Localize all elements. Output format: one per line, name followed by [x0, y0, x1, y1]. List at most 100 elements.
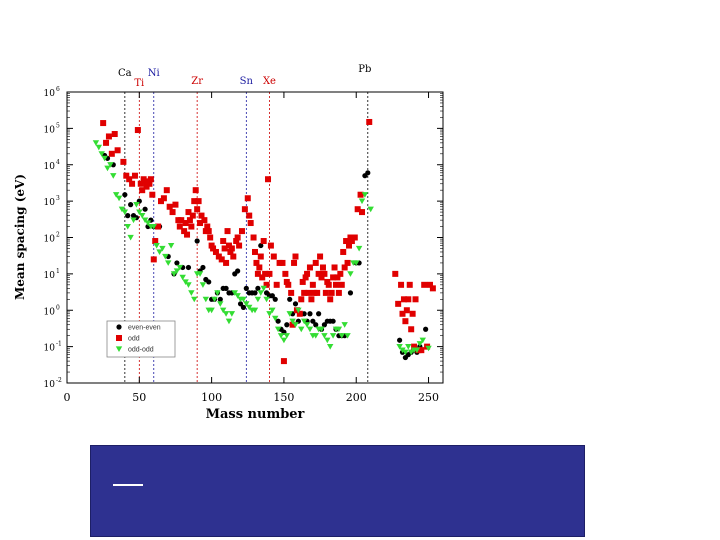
odd-point [236, 242, 243, 249]
odd-odd-point [173, 268, 181, 274]
even-even-point [272, 296, 278, 302]
odd-odd-point [338, 333, 345, 339]
odd-odd-point [266, 311, 273, 317]
y-tick-label: 10 [44, 307, 56, 317]
odd-point [120, 158, 127, 165]
odd-odd-point [127, 234, 134, 241]
odd-odd-point [277, 333, 285, 339]
odd-odd-point [202, 296, 210, 303]
odd-point [176, 223, 183, 230]
odd-odd-point [214, 290, 221, 296]
odd-odd-point [95, 144, 103, 151]
odd-point [172, 201, 179, 208]
odd-point [212, 248, 219, 255]
odd-point [406, 281, 413, 288]
element-label: Pb [358, 64, 371, 75]
even-even-point [301, 311, 307, 317]
odd-odd-point [98, 151, 105, 157]
odd-point [184, 231, 191, 238]
odd-point [131, 172, 138, 179]
odd-point [334, 274, 341, 281]
odd-point [207, 234, 214, 241]
odd-point [405, 296, 412, 303]
odd-odd-point [240, 296, 247, 303]
odd-odd-point [211, 296, 218, 303]
odd-point [344, 259, 351, 266]
odd-odd-point [139, 213, 146, 219]
odd-odd-point [405, 344, 412, 350]
odd-odd-point [272, 315, 279, 322]
odd-point [296, 310, 303, 317]
odd-point [188, 223, 195, 230]
odd-odd-point [298, 326, 305, 333]
odd-point [257, 253, 264, 260]
odd-odd-point [231, 290, 238, 296]
odd-odd-point [263, 296, 270, 303]
odd-point [163, 187, 170, 194]
odd-point [256, 264, 263, 271]
odd-point [166, 203, 173, 210]
x-axis-ticks: 0 50 100 150 200 250 [64, 92, 439, 404]
y-tick-exponent: 2 [56, 232, 60, 239]
odd-odd-point [199, 282, 207, 288]
odd-point [160, 195, 167, 202]
even-even-point [316, 311, 322, 317]
x-tick-label: 250 [418, 391, 439, 404]
odd-point [348, 238, 355, 245]
odd-point [234, 234, 241, 241]
odd-point [289, 321, 296, 328]
odd-point [411, 343, 418, 350]
odd-odd-point [219, 307, 227, 314]
odd-odd-point [165, 260, 172, 266]
odd-point [322, 289, 329, 296]
odd-point [330, 274, 337, 281]
even-even-point [258, 242, 264, 249]
odd-point [291, 259, 298, 266]
odd-odd-point [246, 304, 253, 311]
odd-point [238, 228, 245, 235]
x-tick-label: 150 [273, 391, 294, 404]
legend-label: odd-odd [128, 347, 154, 354]
odd-odd-point [217, 301, 224, 307]
even-even-point [292, 301, 299, 307]
element-label: Sn [240, 76, 254, 87]
odd-odd-point [306, 326, 314, 333]
legend-label: odd [128, 336, 140, 343]
odd-point [288, 289, 295, 296]
odd-point [241, 206, 248, 213]
element-label: Ti [134, 78, 144, 89]
odd-point [305, 289, 312, 296]
odd-point [111, 131, 118, 138]
odd-point [309, 281, 316, 288]
odd-point [204, 223, 211, 230]
odd-odd-point [188, 290, 195, 296]
odd-odd-point [159, 245, 166, 252]
odd-odd-point [419, 337, 426, 344]
odd-point [244, 195, 251, 202]
odd-point [338, 281, 345, 288]
even-even-point [223, 285, 229, 291]
odd-point [220, 238, 227, 245]
odd-odd-point [133, 202, 140, 208]
odd-odd-point [110, 173, 117, 179]
odd-point [327, 296, 334, 303]
odd-odd-point [196, 271, 204, 277]
odd-point [108, 150, 115, 157]
y-tick-exponent: -2 [56, 377, 62, 384]
odd-point [306, 264, 313, 271]
odd-point [426, 281, 433, 288]
odd-odd-point [286, 311, 293, 317]
odd-point [189, 212, 196, 219]
odd-odd-point [269, 307, 276, 314]
odd-odd-point [396, 344, 403, 350]
element-label: Zr [191, 76, 203, 87]
x-tick-label: 200 [346, 391, 367, 404]
odd-point [266, 270, 273, 277]
even-even-point [237, 301, 244, 307]
odd-odd-point [303, 322, 311, 328]
odd-odd-point [283, 333, 291, 339]
even-even-point [235, 268, 241, 274]
odd-point [192, 187, 199, 194]
